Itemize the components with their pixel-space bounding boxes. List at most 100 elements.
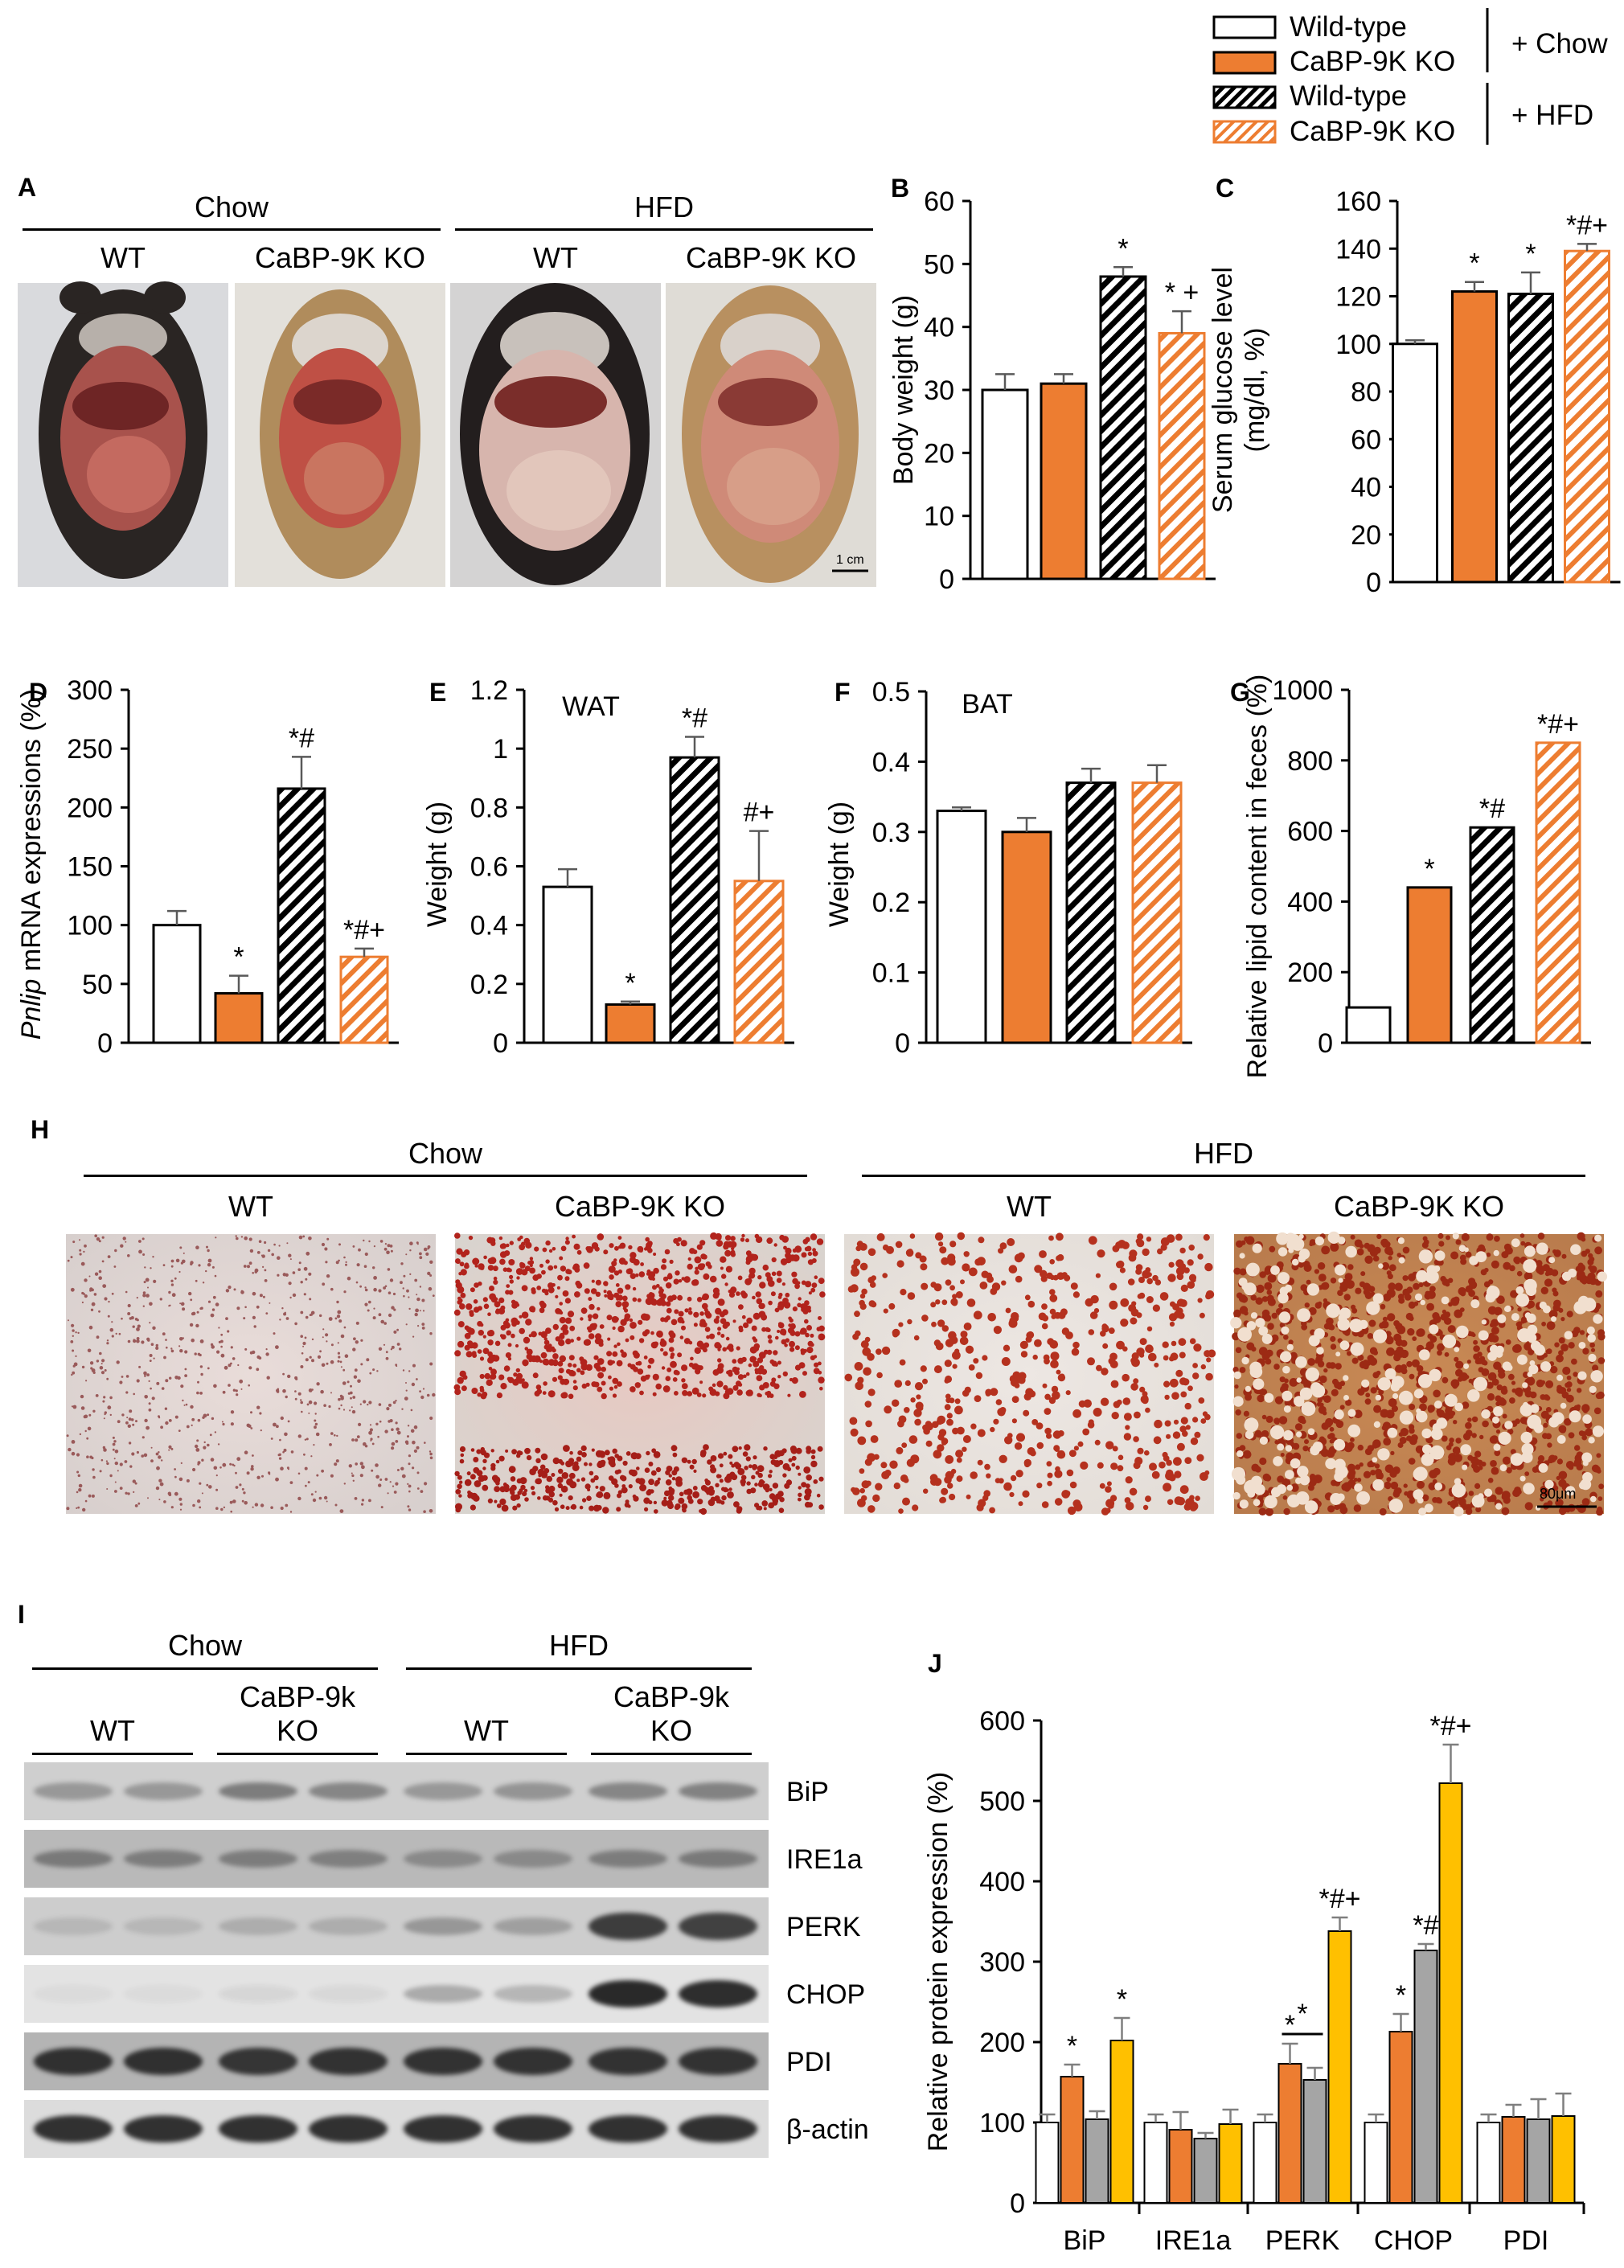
stain-droplet [305,1484,307,1487]
stain-droplet [1438,1241,1445,1247]
bar [1065,781,1117,1044]
stain-droplet [373,1245,375,1248]
stain-droplet [810,1233,818,1241]
stain-droplet [66,1507,70,1511]
stain-droplet [288,1253,292,1257]
stain-droplet [646,1242,652,1249]
stain-droplet [265,1312,269,1314]
stain-droplet [1308,1306,1317,1315]
stain-droplet [757,1465,765,1473]
stain-droplet [243,1491,246,1495]
stain-droplet [1474,1450,1482,1458]
stain-droplet [483,1303,490,1310]
blot-band [404,2115,482,2143]
stain-droplet [102,1400,105,1403]
bar [339,955,389,1044]
panel-i-sub-wt-hfd: WT [464,1714,509,1747]
stain-droplet [217,1443,220,1446]
stain-droplet [461,1385,467,1392]
stain-droplet [207,1258,212,1263]
stain-droplet [1327,1231,1340,1244]
stain-droplet [321,1469,324,1473]
stain-droplet [1009,1317,1017,1325]
stain-droplet [1553,1249,1561,1257]
stain-droplet [1467,1417,1472,1422]
stain-droplet [1176,1298,1185,1307]
stain-droplet [569,1481,577,1489]
stain-droplet [395,1364,398,1367]
stain-droplet [1356,1478,1362,1483]
stain-droplet [127,1254,130,1257]
stain-droplet [361,1503,364,1506]
stain-droplet [547,1359,556,1366]
stain-droplet [1491,1327,1499,1335]
stain-droplet [542,1358,550,1366]
stain-droplet [703,1307,708,1312]
stain-droplet [1504,1306,1510,1312]
stain-droplet [1495,1395,1502,1402]
stain-droplet [329,1443,332,1446]
stain-droplet [1185,1425,1191,1430]
stain-droplet [557,1375,563,1380]
y-tick-label: 0.6 [470,852,508,883]
stain-droplet [1049,1340,1059,1349]
stain-droplet [1008,1265,1018,1273]
stain-droplet [459,1480,463,1484]
stain-droplet [506,1284,511,1288]
stain-droplet [1597,1357,1606,1364]
stain-droplet [300,1310,304,1314]
stain-droplet [782,1473,787,1478]
stain-droplet [1276,1232,1289,1245]
stain-droplet [72,1405,77,1409]
stain-droplet [1193,1343,1202,1352]
stain-droplet [954,1405,963,1415]
stain-droplet [1146,1272,1152,1278]
stain-droplet [482,1484,489,1491]
stain-droplet [1375,1394,1382,1401]
stain-droplet [1025,1336,1032,1343]
stain-droplet [655,1466,662,1473]
stain-droplet [599,1324,605,1329]
stain-droplet [884,1405,892,1414]
stain-droplet [1381,1425,1387,1431]
stain-droplet [671,1445,678,1452]
stain-droplet [524,1347,529,1351]
stain-droplet [625,1268,632,1274]
stain-droplet [312,1498,317,1503]
stain-droplet [1486,1286,1500,1299]
stain-droplet [1406,1360,1413,1368]
stain-droplet [405,1323,408,1326]
stain-droplet [1072,1291,1080,1298]
stain-droplet [1420,1299,1425,1306]
stain-droplet [551,1346,555,1351]
stain-droplet [805,1332,810,1338]
stain-droplet [412,1364,416,1368]
stain-droplet [228,1384,231,1387]
stain-droplet [101,1236,105,1239]
y-tick-label: 0 [493,1028,508,1059]
stain-droplet [1562,1366,1571,1376]
stain-droplet [1046,1461,1052,1467]
stain-droplet [1196,1454,1204,1462]
panel-letter-g: G [1230,678,1250,707]
stain-droplet [183,1404,186,1406]
stain-droplet [1433,1389,1441,1398]
blot-row-ire1a [24,1830,769,1888]
stain-droplet [1349,1479,1355,1485]
stain-droplet [360,1363,363,1366]
stain-droplet [383,1247,388,1251]
stain-droplet [519,1244,526,1251]
stain-droplet [1588,1265,1593,1270]
stain-droplet [609,1243,614,1249]
stain-droplet [542,1495,548,1501]
stain-droplet [1585,1249,1591,1254]
stain-droplet [1312,1442,1323,1452]
y-tick-label: 1 [493,734,508,765]
stain-droplet [465,1351,473,1358]
stain-droplet [336,1434,338,1437]
stain-droplet [1413,1282,1420,1290]
stain-droplet [1553,1299,1561,1308]
stain-droplet [1407,1328,1415,1336]
y-tick-label: 500 [979,1786,1025,1817]
